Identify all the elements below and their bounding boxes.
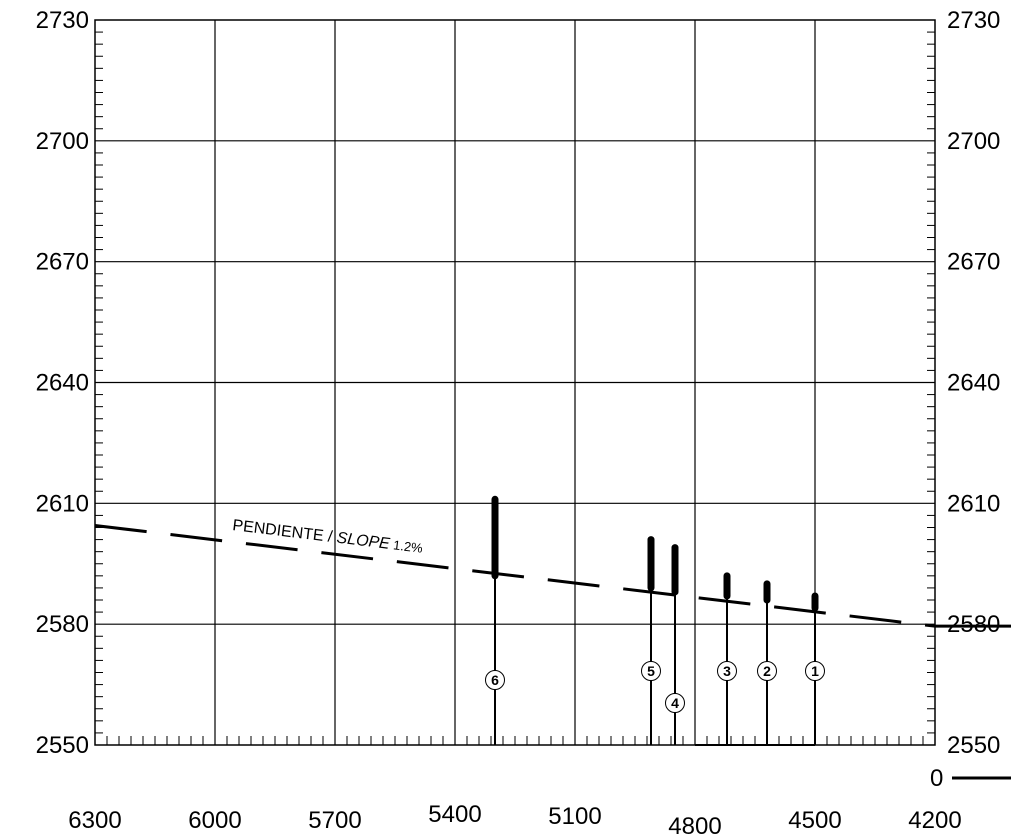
- well-marker-circle: [641, 661, 661, 681]
- slope-line: [94, 523, 936, 628]
- x-tick-label: 4200: [908, 807, 961, 834]
- well-4: 4: [665, 544, 685, 745]
- well-marker-circle: [717, 661, 737, 681]
- x-tick-label: 4500: [788, 807, 841, 834]
- y-tick-label-left: 2640: [36, 370, 89, 397]
- y-tick-label-right: 2610: [947, 490, 1000, 517]
- wells-group: 1 2 3 45 6: [485, 495, 825, 745]
- y-tick-label-right: 2640: [947, 370, 1000, 397]
- extras: 0: [930, 765, 1011, 792]
- x-tick-label: 5100: [548, 803, 601, 830]
- x-tick-label: 5700: [308, 807, 361, 834]
- y-tick-label-left: 2550: [36, 732, 89, 759]
- grid-lines: [94, 19, 936, 746]
- well-marker-label: 3: [723, 663, 731, 679]
- slope-line-group: PENDIENTE / SLOPE 1.2%: [94, 517, 1011, 628]
- well-marker-circle: [485, 670, 505, 690]
- y-tick-label-left: 2580: [36, 611, 89, 638]
- well-marker-label: 4: [671, 695, 679, 711]
- y-tick-label-left: 2610: [36, 490, 89, 517]
- y-tick-label-left: 2700: [36, 128, 89, 155]
- well-marker-label: 5: [647, 663, 655, 679]
- y-tick-label-right: 2730: [947, 7, 1000, 34]
- x-tick-label: 6000: [188, 807, 241, 834]
- well-marker-circle: [757, 661, 777, 681]
- well-marker-circle: [665, 693, 685, 713]
- y-tick-label-right: 2670: [947, 249, 1000, 276]
- y-tick-label-right: 2550: [947, 732, 1000, 759]
- well-2: 2: [757, 580, 777, 745]
- y-tick-label-left: 2670: [36, 249, 89, 276]
- y-tick-label-right: 2580: [947, 611, 1000, 638]
- x-tick-label: 5400: [428, 801, 481, 828]
- well-3: 3: [717, 572, 737, 745]
- y-tick-label-left: 2730: [36, 7, 89, 34]
- x-tick-label: 4800: [668, 813, 721, 834]
- well-5: 5: [641, 536, 661, 745]
- well-marker-circle: [805, 661, 825, 681]
- well-marker-label: 2: [763, 663, 771, 679]
- slope-label: PENDIENTE / SLOPE 1.2%: [232, 517, 425, 557]
- scale-bar-label: 0: [930, 765, 943, 792]
- x-tick-label: 6300: [68, 807, 121, 834]
- well-marker-label: 1: [811, 663, 819, 679]
- well-6: 6: [485, 495, 505, 745]
- y-tick-label-right: 2700: [947, 128, 1000, 155]
- axis-labels: 2550258026102640267027002730255025802610…: [36, 7, 1001, 834]
- well-1: 1: [805, 592, 825, 745]
- well-marker-label: 6: [491, 672, 499, 688]
- minor-ticks: [94, 31, 936, 745]
